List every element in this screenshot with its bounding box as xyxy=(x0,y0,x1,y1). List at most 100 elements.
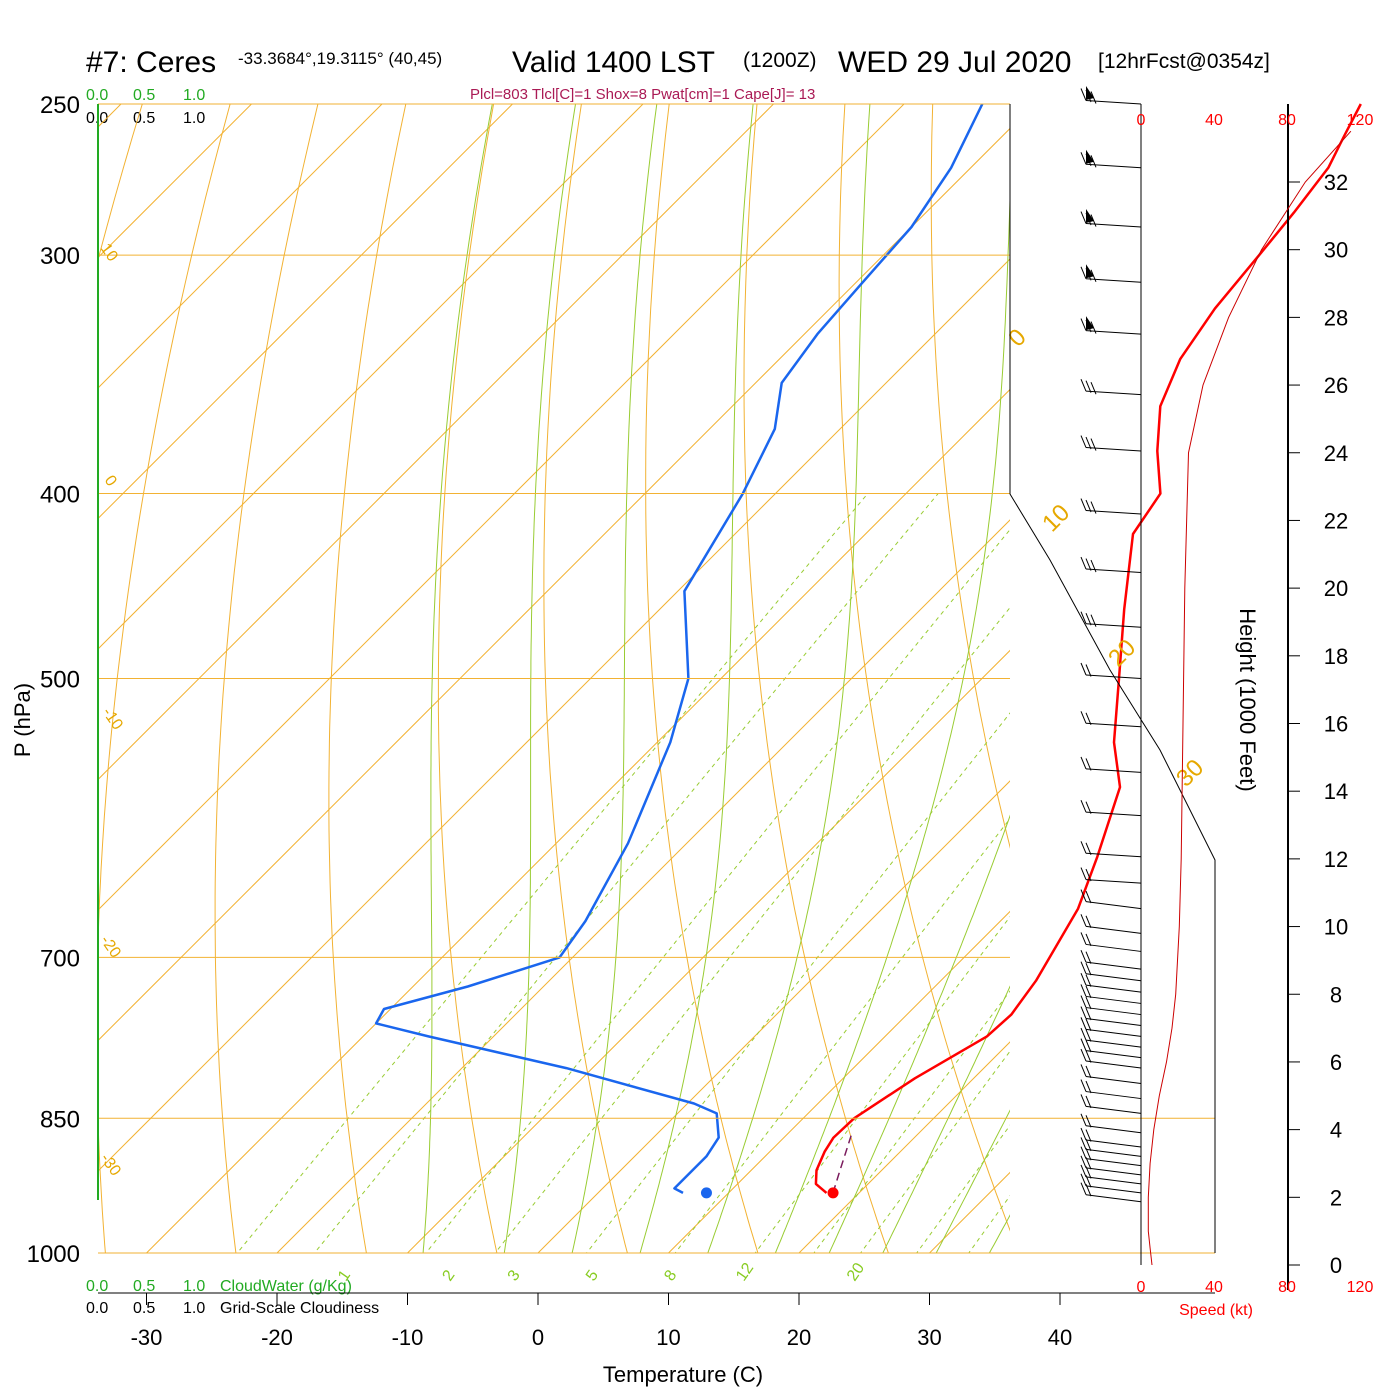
barb-shaft xyxy=(1085,1148,1142,1157)
wind-barb xyxy=(1080,209,1142,228)
barb-feather xyxy=(1080,1094,1087,1107)
height-tick-label: 12 xyxy=(1324,847,1348,872)
barb-shaft xyxy=(1085,1139,1142,1148)
barb-feather xyxy=(1085,974,1092,987)
barb-shaft xyxy=(1085,852,1142,858)
barb-feather xyxy=(1085,664,1092,677)
wind-barb xyxy=(1080,378,1142,396)
barb-feather xyxy=(1085,1029,1092,1042)
barb-feather xyxy=(1080,867,1087,880)
barb-shaft xyxy=(1085,995,1142,1004)
barb-feather xyxy=(1085,1080,1092,1094)
station-name: #7: Ceres xyxy=(86,46,216,79)
x-tick-label: -20 xyxy=(261,1325,293,1350)
mixing-ratio-lines xyxy=(236,493,1010,1253)
barb-feather xyxy=(1085,1018,1092,1032)
barb-feather xyxy=(1090,438,1097,451)
barb-shaft xyxy=(1085,925,1142,934)
wind-barb xyxy=(1080,711,1142,728)
moist-adiabat xyxy=(828,814,1010,1253)
height-tick-label: 4 xyxy=(1330,1118,1342,1143)
wind-barb xyxy=(1080,841,1142,858)
speed-axis-label: Speed (kt) xyxy=(1179,1302,1253,1319)
barb-feather xyxy=(1080,799,1087,813)
barb-feather xyxy=(1080,995,1087,1008)
wind-speed-line xyxy=(1147,130,1352,1266)
wind-barb xyxy=(1080,498,1142,515)
moist-adiabat xyxy=(422,104,493,1253)
wind-barb xyxy=(1080,1027,1142,1048)
barb-shaft xyxy=(1085,1194,1142,1203)
x-tick-label: 40 xyxy=(1048,1325,1072,1350)
wind-barb xyxy=(1080,1164,1142,1185)
cloud-water-tick-0: 0.0 xyxy=(86,1278,108,1295)
barb-feather xyxy=(1085,1147,1092,1161)
barb-pennant xyxy=(1086,264,1094,279)
barb-shaft xyxy=(1085,1075,1142,1084)
cloud-water-tick-0-top: 0.0 xyxy=(86,87,108,104)
barb-shaft xyxy=(1085,1185,1142,1194)
plot-right-boundary xyxy=(1009,104,1216,1253)
wind-barb xyxy=(1080,149,1142,169)
cloud-water-tick-2-top: 1.0 xyxy=(183,87,205,104)
pressure-tick-label: 850 xyxy=(40,1106,80,1133)
barb-shaft xyxy=(1085,1039,1142,1048)
height-tick-label: 30 xyxy=(1324,238,1348,263)
moist-adiabat xyxy=(774,185,1010,1253)
barb-shaft xyxy=(1085,961,1142,970)
barb-feather xyxy=(1085,1184,1092,1197)
barb-feather xyxy=(1080,435,1087,448)
height-tick-label: 26 xyxy=(1324,373,1348,398)
skewt-grid xyxy=(98,104,1010,1253)
barb-shaft xyxy=(1085,1105,1142,1114)
wind-barb xyxy=(1080,914,1142,934)
barb-feather xyxy=(1080,932,1087,945)
height-tick-label: 14 xyxy=(1324,779,1348,804)
barb-feather xyxy=(1085,380,1092,393)
pressure-tick-label: 300 xyxy=(40,243,80,270)
barb-feather xyxy=(1080,1038,1087,1051)
barb-shaft xyxy=(1085,1007,1142,1016)
cloudiness-tick-1-top: 0.5 xyxy=(133,110,155,127)
barb-feather xyxy=(1080,889,1087,902)
cloudiness-tick-2-top: 1.0 xyxy=(183,110,205,127)
barb-shaft xyxy=(1085,1176,1142,1185)
barb-feather xyxy=(1080,1006,1087,1019)
height-tick-label: 32 xyxy=(1324,170,1348,195)
dry-adiabat xyxy=(645,104,759,1253)
speed-tick-label-top: 0 xyxy=(1137,112,1146,129)
height-tick-label: 24 xyxy=(1324,441,1348,466)
cloudiness-label: Grid-Scale Cloudiness xyxy=(220,1300,379,1317)
valid-time: Valid 1400 LST xyxy=(512,46,715,79)
barb-feather xyxy=(1085,842,1092,855)
barb-feather xyxy=(1085,1157,1092,1170)
wind-barb xyxy=(1080,611,1142,628)
barb-shaft xyxy=(1085,1167,1142,1176)
wind-barb xyxy=(1080,1038,1142,1059)
barb-feather xyxy=(1080,88,1087,101)
height-tick-label: 18 xyxy=(1324,644,1348,669)
mixing-ratio-line xyxy=(859,1050,1010,1253)
barb-shaft xyxy=(1085,811,1142,817)
wind-barb xyxy=(1080,435,1142,452)
cloud-water-tick-1: 0.5 xyxy=(133,1278,155,1295)
barb-feather xyxy=(1080,1048,1087,1062)
cloud-water-label: CloudWater (g/Kg) xyxy=(220,1278,352,1295)
cloud-water-tick-1-top: 0.5 xyxy=(133,87,155,104)
moist-adiabat xyxy=(639,104,754,1253)
x-tick-label: 10 xyxy=(656,1325,680,1350)
dry-adiabat xyxy=(543,104,628,1253)
barb-feather xyxy=(1090,614,1097,627)
cloudiness-tick-1: 0.5 xyxy=(133,1300,155,1317)
wind-barb xyxy=(1080,756,1142,773)
wind-barb xyxy=(1080,1173,1142,1194)
barb-feather xyxy=(1080,984,1087,997)
wind-barb xyxy=(1080,1064,1142,1084)
dry-adiabat xyxy=(743,104,889,1253)
cloud-water-tick-2: 1.0 xyxy=(183,1278,205,1295)
pressure-tick-label: 400 xyxy=(40,482,80,509)
station-coords: -33.3684°,19.3115° (40,45) xyxy=(238,49,442,68)
speed-tick-label-bottom: 120 xyxy=(1347,1279,1374,1296)
barb-feather xyxy=(1085,1007,1092,1021)
